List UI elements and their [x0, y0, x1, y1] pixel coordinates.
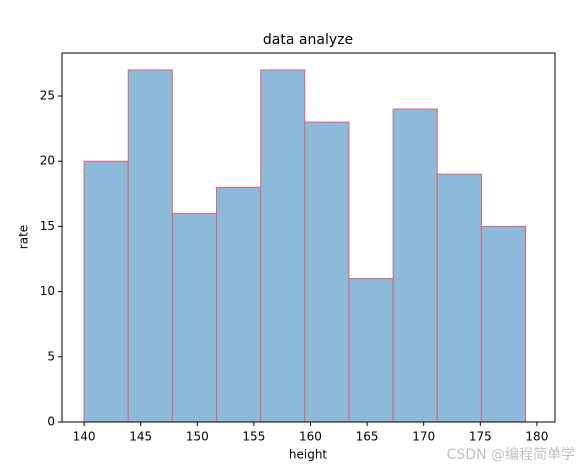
bar	[216, 186, 262, 423]
bar	[480, 225, 527, 423]
chart-title: data analyze	[263, 32, 353, 48]
y-axis-label: rate	[17, 225, 31, 249]
y-tick-label: 5	[47, 349, 55, 363]
bar	[260, 69, 306, 423]
bar	[436, 173, 482, 423]
x-tick-label: 155	[242, 430, 265, 444]
x-tick-label: 165	[356, 430, 379, 444]
x-tick-label: 145	[129, 430, 152, 444]
x-tick-label: 180	[525, 430, 548, 444]
y-tick-label: 10	[40, 284, 55, 298]
y-tick-label: 15	[40, 219, 55, 233]
x-tick-label: 150	[186, 430, 209, 444]
y-tick-label: 0	[47, 415, 55, 429]
x-axis-label: height	[289, 448, 328, 462]
plot-frame	[61, 52, 556, 423]
bar	[83, 160, 129, 423]
bar	[348, 278, 394, 423]
watermark: CSDN @编程简单学	[447, 446, 575, 463]
x-tick-label: 170	[412, 430, 435, 444]
bar	[392, 108, 438, 423]
bar	[127, 69, 173, 423]
y-tick-label: 25	[40, 89, 55, 103]
x-tick-label: 175	[469, 430, 492, 444]
bar	[304, 121, 350, 423]
y-tick-label: 20	[40, 154, 55, 168]
x-tick-label: 140	[73, 430, 96, 444]
bar	[171, 212, 218, 423]
x-tick-label: 160	[299, 430, 322, 444]
